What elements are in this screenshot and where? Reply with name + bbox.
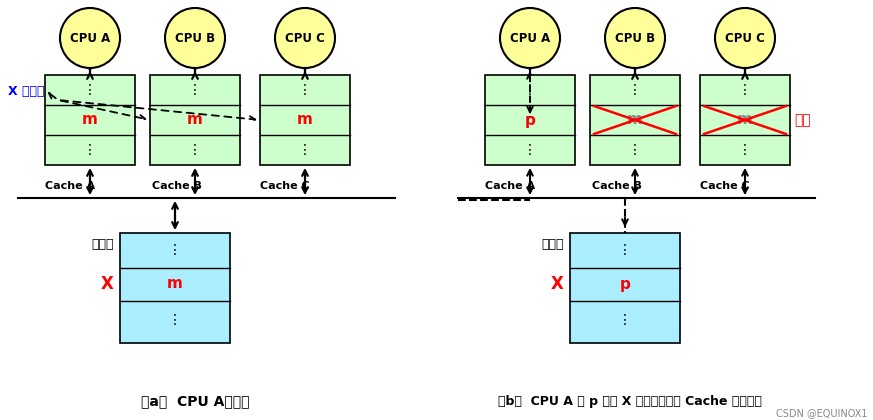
Bar [120,233,230,343]
Circle shape [500,8,560,68]
Text: ⋮: ⋮ [83,83,97,97]
Text: ⋮: ⋮ [298,83,312,97]
Text: （b）  CPU A 将 p 写入 X 后，作废其他 Cache 中的副本: （b） CPU A 将 p 写入 X 后，作废其他 Cache 中的副本 [498,395,762,408]
Text: ⋮: ⋮ [738,83,752,97]
Text: ⋮: ⋮ [168,313,182,327]
Text: CPU A: CPU A [70,32,110,45]
Bar [485,75,575,165]
Text: Cache A: Cache A [45,181,95,191]
Text: ⋮: ⋮ [618,313,632,327]
Text: ⋮: ⋮ [618,243,632,257]
Bar [570,233,680,343]
Text: Cache C: Cache C [260,181,310,191]
Text: CPU B: CPU B [615,32,655,45]
Circle shape [60,8,120,68]
Text: CPU B: CPU B [175,32,215,45]
Text: p: p [620,276,630,291]
Text: 存储器: 存储器 [541,239,564,252]
Text: ⋮: ⋮ [188,83,202,97]
Text: m: m [82,113,98,128]
Text: Cache B: Cache B [152,181,202,191]
Text: m: m [187,113,203,128]
Circle shape [715,8,775,68]
Text: m: m [627,113,643,128]
Text: ⋮: ⋮ [523,83,537,97]
Bar [150,75,240,165]
Bar [45,75,135,165]
Bar [260,75,350,165]
Text: ⋮: ⋮ [738,143,752,157]
Text: m: m [737,113,753,128]
Text: 存储器: 存储器 [92,239,114,252]
Text: ⋮: ⋮ [298,143,312,157]
Text: CPU A: CPU A [510,32,550,45]
Text: ⋮: ⋮ [168,243,182,257]
Text: Cache B: Cache B [592,181,642,191]
Text: ⋮: ⋮ [83,143,97,157]
Text: m: m [167,276,183,291]
Circle shape [605,8,665,68]
Text: m: m [297,113,313,128]
Bar [700,75,790,165]
Text: 作废: 作废 [794,113,811,127]
Text: ⋮: ⋮ [628,83,642,97]
Text: Cache C: Cache C [700,181,750,191]
Bar [590,75,680,165]
Circle shape [165,8,225,68]
Text: p: p [525,113,535,128]
Text: X 的副本: X 的副本 [8,85,45,98]
Text: X: X [551,275,564,293]
Text: CPU C: CPU C [725,32,765,45]
Text: X: X [101,275,114,293]
Text: （a）  CPU A写入前: （a） CPU A写入前 [141,394,250,408]
Text: ⋮: ⋮ [188,143,202,157]
Text: CPU C: CPU C [285,32,325,45]
Text: CSDN @EQUINOX1: CSDN @EQUINOX1 [776,408,868,418]
Circle shape [275,8,335,68]
Text: ⋮: ⋮ [628,143,642,157]
Text: Cache A: Cache A [485,181,535,191]
Text: ⋮: ⋮ [523,143,537,157]
